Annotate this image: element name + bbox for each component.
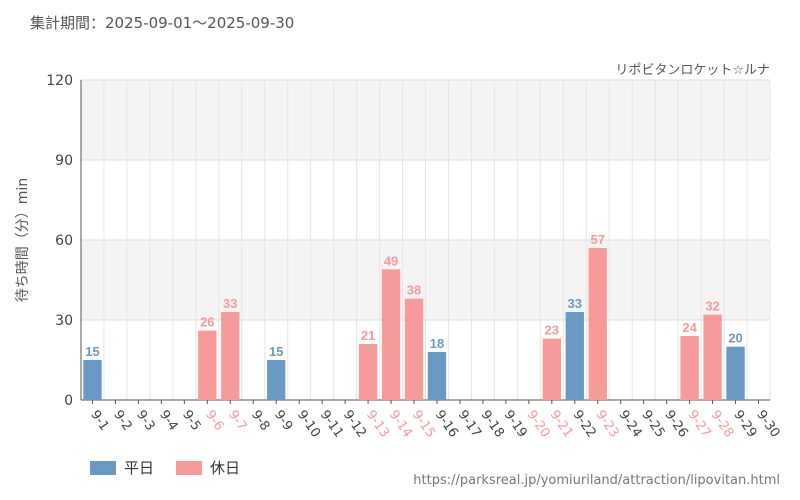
bar-value-label: 49	[384, 253, 398, 268]
legend-holiday: 休日	[176, 457, 240, 478]
x-tick-label: 9-18	[478, 408, 507, 441]
x-tick-label: 9-8	[248, 408, 272, 434]
x-tick-label: 9-13	[363, 408, 392, 441]
bar-value-label: 20	[728, 331, 742, 346]
x-tick-label: 9-3	[133, 408, 157, 434]
bar-value-label: 21	[361, 328, 375, 343]
legend: 平日 休日	[90, 457, 240, 478]
x-tick-label: 9-27	[684, 408, 713, 441]
bar	[703, 314, 722, 400]
x-tick-label: 9-30	[753, 408, 782, 441]
legend-weekday: 平日	[90, 457, 154, 478]
bar-value-label: 15	[269, 344, 283, 359]
legend-holiday-label: 休日	[210, 459, 241, 477]
x-tick-label: 9-24	[615, 408, 644, 441]
attraction-name: リポビタンロケット☆ルナ	[615, 63, 770, 78]
source-url[interactable]: https://parksreal.jp/yomiuriland/attract…	[413, 473, 780, 488]
x-tick-label: 9-1	[87, 408, 111, 434]
x-tick-label: 9-23	[592, 408, 621, 441]
bar	[542, 338, 562, 400]
bar	[680, 336, 699, 400]
x-tick-label: 9-12	[340, 408, 369, 441]
bar-value-label: 23	[545, 323, 559, 338]
x-tick-label: 9-10	[294, 408, 323, 441]
y-tick-label: 90	[55, 153, 73, 169]
wait-time-bar-chart: 0 30 60 90 120 15 9-19-29-39-49-5 26 9-6 33 9-79-8…	[46, 73, 782, 441]
bar	[221, 312, 240, 400]
collection-period: 集計期間：2025-09-01～2025-09-30	[30, 14, 295, 32]
legend-weekday-label: 平日	[124, 459, 155, 477]
x-tick-label: 9-15	[409, 408, 438, 441]
bar-value-label: 24	[682, 320, 697, 335]
bar-value-label: 38	[407, 283, 421, 298]
x-tick-label: 9-21	[547, 408, 576, 441]
x-tick-label: 9-20	[524, 408, 553, 441]
bar	[83, 360, 102, 400]
bar	[358, 344, 378, 400]
bar	[427, 352, 447, 400]
bar	[381, 269, 401, 400]
bar	[726, 346, 745, 400]
bar-value-label: 57	[591, 232, 605, 247]
x-tick-label: 9-5	[179, 408, 203, 434]
legend-weekday-swatch	[90, 460, 116, 475]
bar	[267, 360, 286, 400]
bar	[565, 312, 584, 400]
y-tick-label: 0	[64, 393, 73, 409]
bar-value-label: 32	[705, 299, 719, 314]
x-tick-label: 9-14	[386, 408, 415, 441]
x-tick-label: 9-28	[707, 408, 736, 441]
bar-value-label: 26	[200, 315, 214, 330]
x-tick-label: 9-22	[570, 408, 599, 441]
x-tick-label: 9-6	[202, 408, 226, 434]
x-tick-label: 9-11	[317, 408, 346, 441]
y-tick-label: 120	[46, 73, 73, 89]
x-tick-label: 9-7	[225, 408, 249, 434]
x-tick-label: 9-17	[455, 408, 484, 441]
bar	[198, 330, 217, 400]
bar-value-label: 18	[430, 336, 444, 351]
bar	[588, 248, 607, 400]
x-tick-label: 9-4	[156, 408, 180, 434]
x-tick-label: 9-9	[271, 408, 295, 434]
x-tick-label: 9-26	[661, 408, 690, 441]
bar	[404, 298, 424, 400]
x-tick-label: 9-29	[730, 408, 759, 441]
bar-value-label: 33	[223, 296, 237, 311]
bar-value-label: 33	[568, 296, 582, 311]
x-tick-label: 9-19	[501, 408, 530, 441]
y-tick-label: 60	[55, 233, 73, 249]
bar-value-label: 15	[85, 344, 99, 359]
x-tick-label: 9-16	[432, 408, 461, 441]
x-tick-label: 9-2	[110, 408, 134, 434]
y-tick-label: 30	[55, 313, 73, 329]
legend-holiday-swatch	[176, 460, 203, 475]
x-tick-label: 9-25	[638, 408, 667, 441]
